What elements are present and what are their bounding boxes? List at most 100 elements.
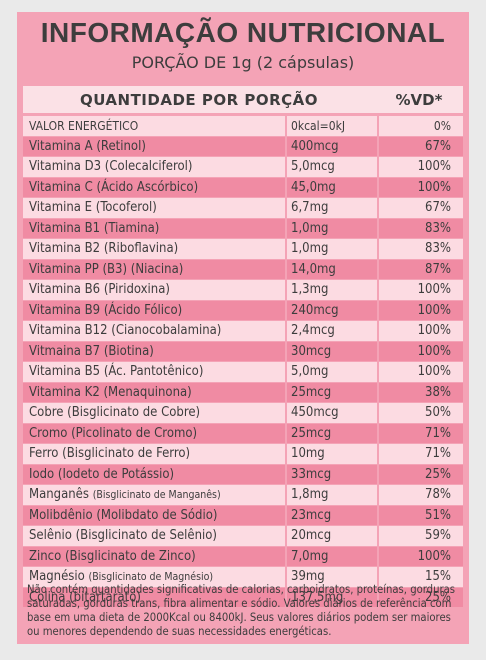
nutrient-quantity: 14,0mg	[287, 259, 379, 279]
nutrient-name: Vitamina A (Retinol)	[23, 136, 287, 156]
nutrient-daily-value: 67%	[425, 138, 451, 154]
nutrient-daily-value: 100%	[417, 302, 451, 318]
table-row: Vitamina B9 (Ácido Fólico) 240mcg 100%	[23, 300, 463, 321]
nutrient-name: Vitamina D3 (Colecalciferol)	[23, 157, 287, 177]
nutrient-label: Vitamina E (Tocoferol)	[29, 200, 157, 216]
nutrient-quantity: 20mcg	[287, 526, 379, 546]
nutrient-label: Colina (bitartarato)	[29, 589, 141, 605]
nutrient-quantity: 1,0mg	[287, 218, 379, 238]
table-row: Vitamina A (Retinol) 400mcg 67%	[23, 136, 463, 157]
nutrient-name: Vitmaina B7 (Biotina)	[23, 341, 287, 361]
nutrient-quantity: 0kcal=0kJ	[287, 116, 379, 136]
nutrient-daily-value: 51%	[425, 507, 451, 523]
nutrient-quantity: 25mcg	[287, 382, 379, 402]
table-row: Vitamina K2 (Menaquinona) 25mcg 38%	[23, 382, 463, 403]
nutrient-label: Manganês	[29, 487, 93, 503]
table-row: Vitamina C (Ácido Ascórbico) 45,0mg 100%	[23, 177, 463, 198]
nutrient-quantity: 5,0mg	[287, 362, 379, 382]
nutrient-daily-value: 71%	[425, 425, 451, 441]
nutrient-name: Colina (bitartarato)	[23, 587, 287, 607]
nutrient-label: Vitamina B12 (Cianocobalamina)	[29, 323, 222, 339]
nutrient-quantity: 1,8mg	[287, 485, 379, 505]
nutrient-quantity: 5,0mcg	[287, 157, 379, 177]
nutrient-daily-value: 67%	[425, 200, 451, 216]
nutrient-name: Vitamina PP (B3) (Niacina)	[23, 259, 287, 279]
quantity-header: QUANTIDADE POR PORÇÃO	[79, 90, 319, 109]
nutrient-label: VALOR ENERGÉTICO	[29, 118, 139, 133]
nutrient-name: Vitamina B1 (Tiamina)	[23, 218, 287, 238]
nutrient-daily-value: 87%	[425, 261, 451, 277]
nutrient-quantity: 45,0mg	[287, 177, 379, 197]
table-header: QUANTIDADE POR PORÇÃO %VD*	[23, 86, 463, 113]
table-row: Cobre (Bisglicinato de Cobre) 450mcg 50%	[23, 403, 463, 424]
nutrient-label: Vitamina A (Retinol)	[29, 138, 146, 154]
footnote: Não contém quantidades significativas de…	[27, 583, 455, 638]
table-row: Vitmaina B7 (Biotina) 30mcg 100%	[23, 341, 463, 362]
nutrient-label: Vitamina K2 (Menaquinona)	[29, 384, 192, 400]
nutrient-source-note: (Bisglicinato de Magnésio)	[88, 570, 214, 583]
nutrient-name: VALOR ENERGÉTICO	[23, 116, 287, 136]
nutrient-name: Selênio (Bisglicinato de Selênio)	[23, 526, 287, 546]
nutrient-daily-value: 25%	[425, 466, 451, 482]
nutrient-quantity: 25mcg	[287, 423, 379, 443]
nutrient-label: Vitamina B5 (Ác. Pantotênico)	[29, 364, 204, 380]
nutrient-daily-value: 100%	[417, 323, 451, 339]
table-row: Zinco (Bisglicinato de Zinco) 7,0mg 100%	[23, 546, 463, 567]
nutrient-label: Vitmaina B7 (Biotina)	[29, 343, 154, 359]
nutrient-daily-value: 100%	[417, 179, 451, 195]
serving-size: PORÇÃO DE 1g (2 cápsulas)	[131, 53, 355, 72]
nutrient-name: Vitamina B9 (Ácido Fólico)	[23, 300, 287, 320]
nutrient-label: Cromo (Picolinato de Cromo)	[29, 425, 198, 441]
nutrient-label: Zinco (Bisglicinato de Zinco)	[29, 548, 196, 564]
nutrient-daily-value: 83%	[425, 241, 451, 257]
nutrient-name: Manganês (Bisglicinato de Manganês)	[23, 485, 287, 505]
nutrient-label: Vitamina D3 (Colecalciferol)	[29, 159, 193, 175]
nutrient-quantity: 240mcg	[287, 300, 379, 320]
nutrient-daily-value: 50%	[425, 405, 451, 421]
nutrient-label: Magnésio	[29, 569, 89, 585]
table-row: Vitamina B6 (Piridoxina) 1,3mg 100%	[23, 280, 463, 301]
nutrient-label: Vitamina C (Ácido Ascórbico)	[29, 179, 199, 195]
nutrient-daily-value: 100%	[417, 364, 451, 380]
table-row: Vitamina B1 (Tiamina) 1,0mg 83%	[23, 218, 463, 239]
nutrient-quantity: 1,0mg	[287, 239, 379, 259]
panel-title: INFORMAÇÃO NUTRICIONAL	[40, 17, 446, 48]
nutrient-name: Magnésio (Bisglicinato de Magnésio)	[23, 567, 287, 587]
table-row: Vitamina PP (B3) (Niacina) 14,0mg 87%	[23, 259, 463, 280]
nutrient-name: Vitamina B2 (Riboflavina)	[23, 239, 287, 259]
nutrient-quantity: 33mcg	[287, 464, 379, 484]
nutrient-quantity: 39mg	[287, 567, 379, 587]
nutrient-quantity: 450mcg	[287, 403, 379, 423]
nutrient-name: Molibdênio (Molibdato de Sódio)	[23, 505, 287, 525]
nutrient-daily-value: 15%	[425, 569, 451, 585]
table-row: Magnésio (Bisglicinato de Magnésio) 39mg 1…	[23, 567, 463, 588]
table-row: Selênio (Bisglicinato de Selênio) 20mcg 59…	[23, 526, 463, 547]
nutrient-daily-value: 100%	[417, 159, 451, 175]
nutrient-name: Vitamina E (Tocoferol)	[23, 198, 287, 218]
nutrient-label: Molibdênio (Molibdato de Sódio)	[29, 507, 218, 523]
nutrient-label: Vitamina B1 (Tiamina)	[29, 220, 160, 236]
nutrient-source-note: (Bisglicinato de Manganês)	[92, 488, 221, 501]
nutrient-name: Iodo (Iodeto de Potássio)	[23, 464, 287, 484]
table-row: Vitamina D3 (Colecalciferol) 5,0mcg 100%	[23, 157, 463, 178]
table-row: Vitamina B5 (Ác. Pantotênico) 5,0mg 100%	[23, 362, 463, 383]
nutrient-daily-value: 71%	[425, 446, 451, 462]
nutrient-daily-value: 78%	[425, 487, 451, 503]
nutrition-facts-panel: INFORMAÇÃO NUTRICIONAL PORÇÃO DE 1g (2 c…	[17, 12, 469, 644]
nutrient-daily-value: 0%	[433, 118, 451, 133]
nutrient-label: Vitamina B9 (Ácido Fólico)	[29, 302, 183, 318]
daily-value-header: %VD*	[395, 90, 443, 109]
table-row: VALOR ENERGÉTICO 0kcal=0kJ 0%	[23, 116, 463, 137]
nutrient-quantity: 400mcg	[287, 136, 379, 156]
table-row: Iodo (Iodeto de Potássio) 33mcg 25%	[23, 464, 463, 485]
table-row: Manganês (Bisglicinato de Manganês) 1,8mg…	[23, 485, 463, 506]
nutrient-daily-value: 59%	[425, 528, 451, 544]
nutrient-name: Zinco (Bisglicinato de Zinco)	[23, 546, 287, 566]
nutrient-daily-value: 100%	[417, 548, 451, 564]
table-row: Molibdênio (Molibdato de Sódio) 23mcg 51%	[23, 505, 463, 526]
nutrient-name: Vitamina B12 (Cianocobalamina)	[23, 321, 287, 341]
nutrient-name: Vitamina C (Ácido Ascórbico)	[23, 177, 287, 197]
nutrient-label: Vitamina B2 (Riboflavina)	[29, 241, 179, 257]
nutrient-quantity: 7,0mg	[287, 546, 379, 566]
nutrient-quantity: 1,3mg	[287, 280, 379, 300]
